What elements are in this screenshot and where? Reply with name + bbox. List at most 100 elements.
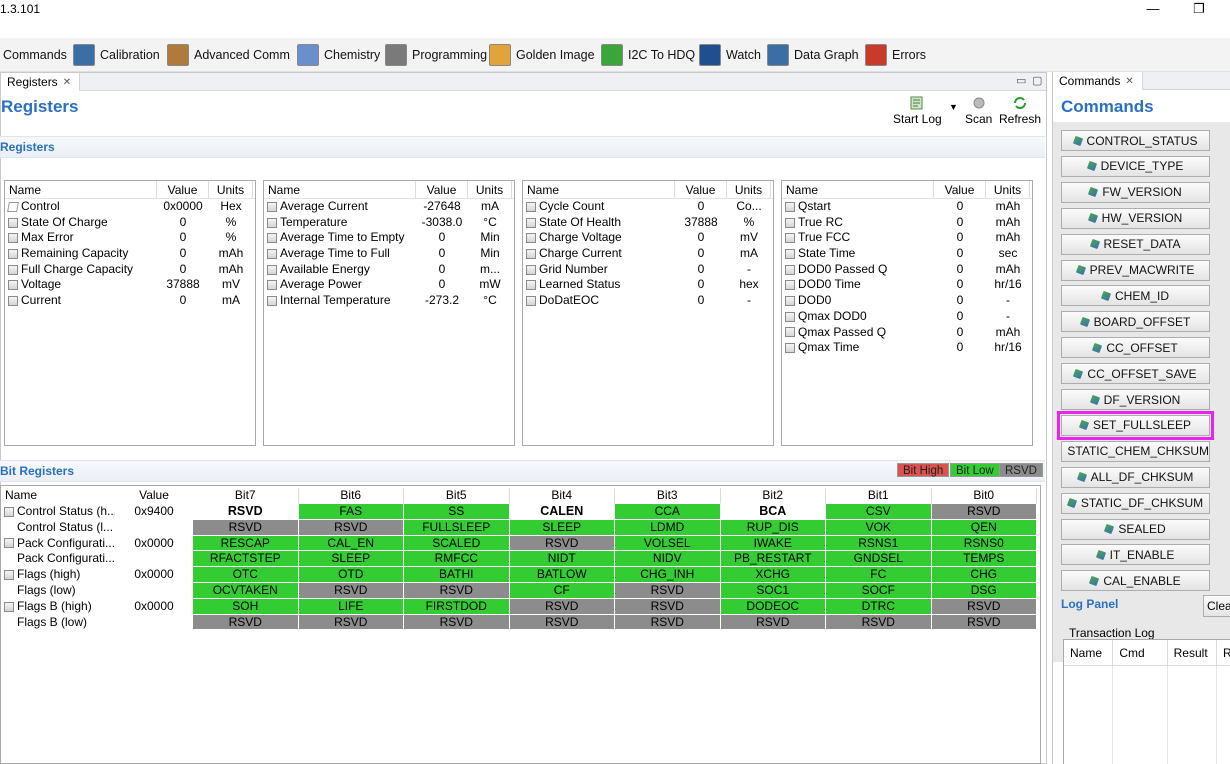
bit-cell-rsvd[interactable]: RSVD <box>931 614 1037 631</box>
tab-registers[interactable]: Registers ✕ <box>1 73 81 91</box>
command-cal-enable-button[interactable]: CAL_ENABLE <box>1061 570 1210 592</box>
column-header-name[interactable]: Name <box>5 181 157 198</box>
column-header-value[interactable]: Value <box>139 488 169 502</box>
bit-cell-rup-dis[interactable]: RUP_DIS <box>720 519 826 536</box>
bit-cell-sleep[interactable]: SLEEP <box>298 551 404 568</box>
bit-cell-soc1[interactable]: SOC1 <box>720 583 826 599</box>
column-header-bit3[interactable]: Bit3 <box>615 488 721 504</box>
register-row[interactable]: Average Time to Full 0 Min <box>264 246 514 262</box>
bit-register-row[interactable]: Flags B (high) 0x0000 SOH LIFE FIRSTDOD RSVD R… <box>1 598 1041 615</box>
bit-cell-rsns0[interactable]: RSNS0 <box>931 535 1037 552</box>
bit-cell-nidv[interactable]: NIDV <box>615 551 721 568</box>
bit-cell-life[interactable]: LIFE <box>298 598 404 615</box>
column-header-bit2[interactable]: Bit2 <box>720 488 826 504</box>
bit-cell-csv[interactable]: CSV <box>826 504 932 520</box>
register-row[interactable]: Temperature -3038.0 °C <box>264 215 514 231</box>
bit-cell-temps[interactable]: TEMPS <box>931 551 1037 568</box>
bit-cell-rsvd[interactable]: RSVD <box>404 614 510 631</box>
bit-cell-rescap[interactable]: RESCAP <box>193 535 299 552</box>
toolbar-i2c-to-hdq[interactable]: I2C To HDQ <box>601 42 695 68</box>
register-row[interactable]: Available Energy 0 m... <box>264 262 514 278</box>
dropdown-arrow-icon[interactable]: ▼ <box>949 102 958 112</box>
bit-cell-sleep[interactable]: SLEEP <box>509 519 615 536</box>
clear-button[interactable]: Clea <box>1203 595 1230 617</box>
bit-cell-firstdod[interactable]: FIRSTDOD <box>404 598 510 615</box>
log-column-result[interactable]: Result <box>1168 640 1217 665</box>
column-header-units[interactable]: Units <box>727 181 771 198</box>
refresh-button[interactable]: Refresh <box>999 96 1041 126</box>
bit-cell-rsvd[interactable]: RSVD <box>193 614 299 631</box>
bit-cell-rsvd[interactable]: RSVD <box>931 598 1037 615</box>
register-row[interactable]: Qmax Time 0 hr/16 <box>782 340 1032 356</box>
bit-cell-vok[interactable]: VOK <box>826 519 932 536</box>
bit-register-row[interactable]: Flags (high) 0x0000 OTC OTD BATHI BATLOW CHG_I… <box>1 567 1041 583</box>
toolbar-programming[interactable]: Programming <box>385 42 487 68</box>
bit-cell-scaled[interactable]: SCALED <box>404 535 510 552</box>
bit-cell-iwake[interactable]: IWAKE <box>720 535 826 552</box>
register-row[interactable]: Qmax Passed Q 0 mAh <box>782 325 1032 341</box>
command-it-enable-button[interactable]: IT_ENABLE <box>1061 544 1210 566</box>
bit-cell-soh[interactable]: SOH <box>193 598 299 615</box>
column-header-bit1[interactable]: Bit1 <box>826 488 932 504</box>
command-device-type-button[interactable]: DEVICE_TYPE <box>1061 155 1210 177</box>
column-header-bit7[interactable]: Bit7 <box>193 488 299 504</box>
bit-register-row[interactable]: Flags B (low) RSVD RSVD RSVD RSVD RSVD RSVD RSV… <box>1 614 1041 631</box>
register-row[interactable]: DOD0 Time 0 hr/16 <box>782 277 1032 293</box>
register-row[interactable]: State Time 0 sec <box>782 246 1032 262</box>
command-prev-macwrite-button[interactable]: PREV_MACWRITE <box>1061 259 1210 281</box>
register-row[interactable]: Average Current -27648 mA <box>264 199 514 215</box>
register-row[interactable]: True FCC 0 mAh <box>782 230 1032 246</box>
toolbar-data-graph[interactable]: Data Graph <box>767 42 859 68</box>
column-header-value[interactable]: Value <box>934 181 986 198</box>
register-row[interactable]: Average Power 0 mW <box>264 277 514 293</box>
toolbar-commands[interactable]: Commands <box>3 42 67 68</box>
toolbar-watch[interactable]: Watch <box>699 42 761 68</box>
register-row[interactable]: Qmax DOD0 0 - <box>782 309 1032 325</box>
log-column-name[interactable]: Name <box>1064 640 1114 665</box>
register-row[interactable]: DOD0 0 - <box>782 293 1032 309</box>
bit-cell-rsvd[interactable]: RSVD <box>509 535 615 552</box>
bit-register-row[interactable]: Control Status (l... RSVD RSVD FULLSLEEP SLE… <box>1 519 1041 536</box>
bit-cell-rsvd[interactable]: RSVD <box>193 504 299 520</box>
command-reset-data-button[interactable]: RESET_DATA <box>1061 233 1210 255</box>
column-header-value[interactable]: Value <box>416 181 468 198</box>
column-header-bit5[interactable]: Bit5 <box>404 488 510 504</box>
command-all-df-chksum-button[interactable]: ALL_DF_CHKSUM <box>1061 466 1210 488</box>
register-row[interactable]: DoDatEOC 0 - <box>523 293 773 309</box>
register-row[interactable]: Average Time to Empty 0 Min <box>264 230 514 246</box>
command-board-offset-button[interactable]: BOARD_OFFSET <box>1061 311 1210 333</box>
register-row[interactable]: Control 0x0000 Hex <box>5 199 255 215</box>
command-static-chem-chksum-button[interactable]: STATIC_CHEM_CHKSUM <box>1060 440 1210 462</box>
bit-cell-batlow[interactable]: BATLOW <box>509 567 615 583</box>
bit-cell-rsvd[interactable]: RSVD <box>298 583 404 599</box>
register-row[interactable]: State Of Health 37888% <box>523 215 773 231</box>
bit-cell-fas[interactable]: FAS <box>298 504 404 520</box>
bit-cell-bca[interactable]: BCA <box>720 504 826 520</box>
command-fw-version-button[interactable]: FW_VERSION <box>1061 181 1210 203</box>
bit-cell-cal-en[interactable]: CAL_EN <box>298 535 404 552</box>
bit-cell-rsvd[interactable]: RSVD <box>298 614 404 631</box>
bit-cell-pb-restart[interactable]: PB_RESTART <box>720 551 826 568</box>
tab-commands[interactable]: Commands ✕ <box>1053 72 1143 90</box>
bit-cell-ss[interactable]: SS <box>404 504 510 520</box>
bit-cell-dodeoc[interactable]: DODEOC <box>720 598 826 615</box>
start-log-button[interactable]: Start Log <box>893 96 942 126</box>
bit-cell-rsvd[interactable]: RSVD <box>298 519 404 536</box>
scan-button[interactable]: Scan <box>965 96 992 126</box>
bit-cell-fc[interactable]: FC <box>826 567 932 583</box>
bit-cell-rsns1[interactable]: RSNS1 <box>826 535 932 552</box>
register-row[interactable]: Voltage 37888 mV <box>5 277 255 293</box>
close-icon[interactable]: ✕ <box>1125 75 1134 87</box>
bit-cell-rsvd[interactable]: RSVD <box>615 614 721 631</box>
command-cc-offset-save-button[interactable]: CC_OFFSET_SAVE <box>1061 363 1210 385</box>
toolbar-golden-image[interactable]: Golden Image <box>489 42 595 68</box>
register-row[interactable]: Max Error 0% <box>5 230 255 246</box>
log-column-rea[interactable]: Rea <box>1217 640 1230 665</box>
register-row[interactable]: True RC 0 mAh <box>782 215 1032 231</box>
column-header-bit6[interactable]: Bit6 <box>298 488 404 504</box>
bit-cell-rsvd[interactable]: RSVD <box>404 583 510 599</box>
column-header-units[interactable]: Units <box>986 181 1030 198</box>
bit-cell-bathi[interactable]: BATHI <box>404 567 510 583</box>
bit-cell-rsvd[interactable]: RSVD <box>615 598 721 615</box>
minimize-button[interactable]: — <box>1146 1 1160 16</box>
